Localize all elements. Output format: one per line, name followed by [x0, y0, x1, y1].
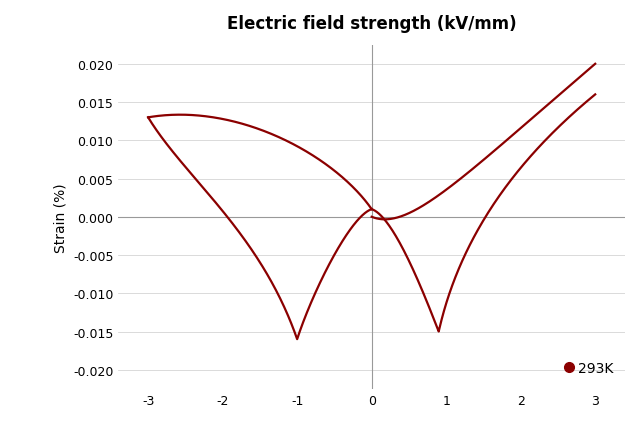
Y-axis label: Strain (%): Strain (%) — [53, 182, 67, 252]
Legend: 293K: 293K — [566, 361, 613, 375]
Title: Electric field strength (kV/mm): Electric field strength (kV/mm) — [227, 15, 516, 33]
